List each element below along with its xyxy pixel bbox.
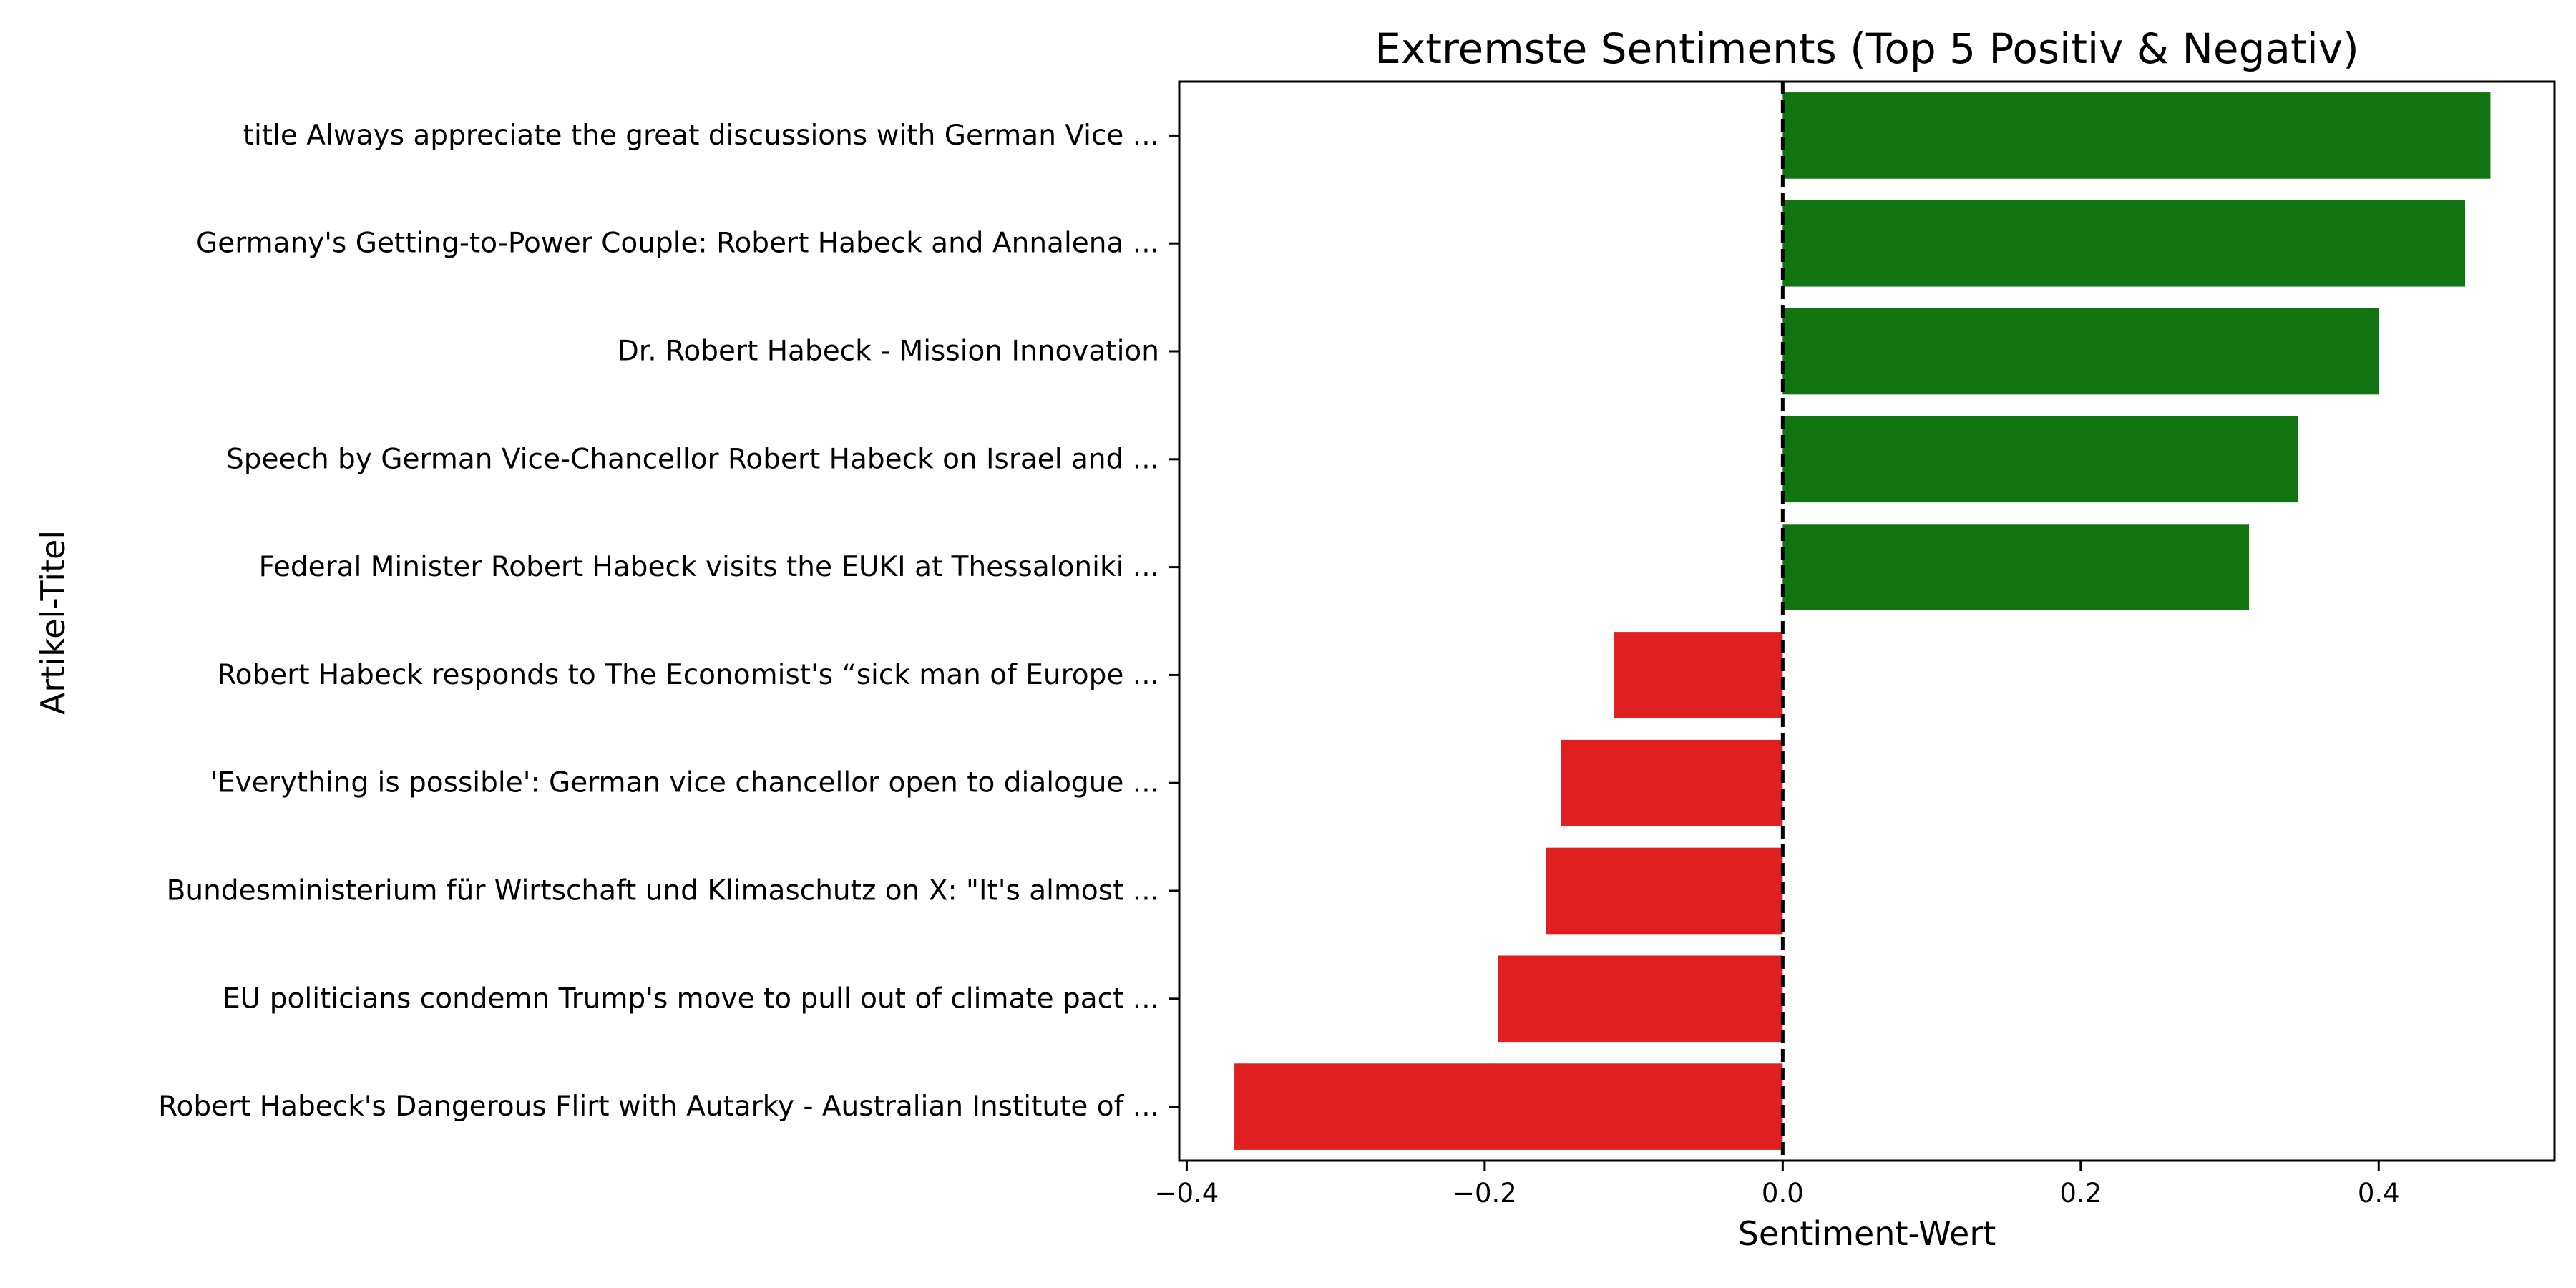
bar-1 bbox=[1782, 200, 2466, 287]
y-axis-ticks: title Always appreciate the great discus… bbox=[158, 119, 1179, 1123]
bar-0 bbox=[1782, 92, 2491, 179]
x-tick-label-3: 0.2 bbox=[2059, 1178, 2102, 1209]
bar-9 bbox=[1234, 1063, 1783, 1150]
bar-3 bbox=[1782, 416, 2298, 503]
x-tick-label-0: −0.4 bbox=[1154, 1178, 1219, 1209]
x-tick-label-1: −0.2 bbox=[1453, 1178, 1517, 1209]
bar-8 bbox=[1498, 955, 1783, 1043]
x-tick-label-2: 0.0 bbox=[1762, 1178, 1804, 1209]
y-tick-label-3: Speech by German Vice-Chancellor Robert … bbox=[226, 443, 1159, 475]
chart-title: Extremste Sentiments (Top 5 Positiv & Ne… bbox=[1375, 24, 2359, 73]
x-axis-ticks: −0.4 −0.2 0.0 0.2 0.4 bbox=[1154, 1161, 2400, 1209]
x-axis-title: Sentiment-Wert bbox=[1738, 1214, 1996, 1253]
y-tick-label-0: title Always appreciate the great discus… bbox=[243, 119, 1159, 152]
plot-frame bbox=[1178, 80, 2556, 1162]
bar-4 bbox=[1782, 524, 2250, 610]
y-tick-label-9: Robert Habeck's Dangerous Flirt with Aut… bbox=[158, 1091, 1159, 1123]
y-axis-title: Artikel-Titel bbox=[34, 530, 72, 715]
y-tick-label-6: 'Everything is possible': German vice ch… bbox=[210, 767, 1159, 799]
y-tick-label-5: Robert Habeck responds to The Economist'… bbox=[217, 659, 1159, 691]
bar-6 bbox=[1561, 739, 1783, 826]
bar-2 bbox=[1782, 308, 2379, 395]
y-tick-label-1: Germany's Getting-to-Power Couple: Rober… bbox=[196, 228, 1159, 260]
y-tick-label-4: Federal Minister Robert Habeck visits th… bbox=[259, 551, 1159, 583]
bars-group bbox=[1234, 92, 2491, 1150]
y-tick-label-2: Dr. Robert Habeck - Mission Innovation bbox=[618, 336, 1159, 368]
y-tick-label-7: Bundesministerium für Wirtschaft und Kli… bbox=[167, 875, 1159, 907]
bar-7 bbox=[1546, 847, 1783, 935]
bar-5 bbox=[1614, 632, 1783, 718]
y-tick-label-8: EU politicians condemn Trump's move to p… bbox=[223, 982, 1159, 1015]
x-tick-label-4: 0.4 bbox=[2358, 1178, 2400, 1209]
